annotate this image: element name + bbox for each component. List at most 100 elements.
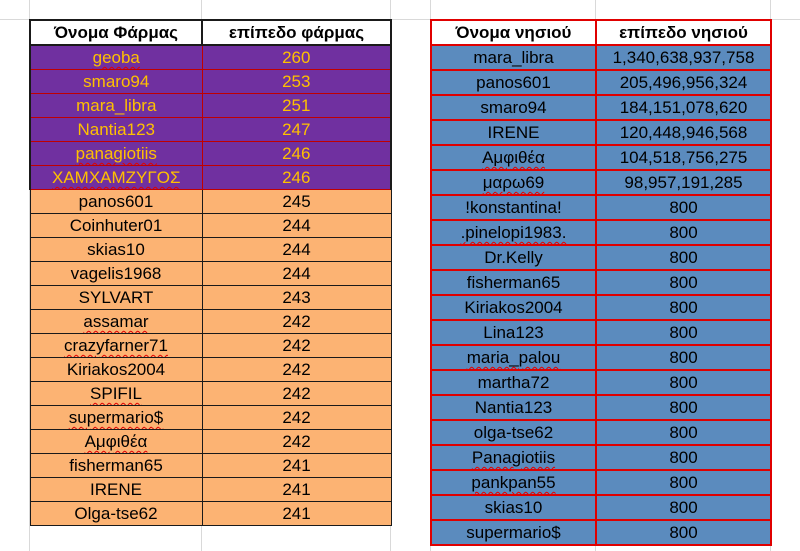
farm-name-cell[interactable]: smaro94 (29, 69, 203, 94)
island-level-cell[interactable]: 800 (595, 519, 772, 546)
island-level-cell[interactable]: 800 (595, 319, 772, 346)
island-level-cell[interactable]: 800 (595, 444, 772, 471)
farm-name-text: ΧΑΜΧΑΜΖΥΓΟΣ (52, 168, 181, 187)
farm-name-cell[interactable]: vagelis1968 (29, 261, 203, 286)
island-name-cell[interactable]: Αμφιθέα (430, 144, 597, 171)
island-name-cell[interactable]: μαρω69 (430, 169, 597, 196)
farm-table-row: Αμφιθέα 242 (29, 429, 392, 454)
island-level-cell[interactable]: 98,957,191,285 (595, 169, 772, 196)
island-level-text: 800 (669, 523, 698, 542)
island-name-cell[interactable]: pankpan55 (430, 469, 597, 496)
island-header-cell[interactable]: Όνομα νησιού (430, 19, 597, 46)
island-table-row: IRENE 120,448,946,568 (430, 119, 772, 146)
farm-name-cell[interactable]: Olga-tse62 (29, 501, 203, 526)
island-level-cell[interactable]: 205,496,956,324 (595, 69, 772, 96)
island-level-cell[interactable]: 104,518,756,275 (595, 144, 772, 171)
island-level-cell[interactable]: 800 (595, 269, 772, 296)
farm-table-row: supermario$ 242 (29, 405, 392, 430)
island-name-cell[interactable]: Nantia123 (430, 394, 597, 421)
island-level-cell[interactable]: 800 (595, 294, 772, 321)
farm-name-cell[interactable]: SPIFIL (29, 381, 203, 406)
island-level-cell[interactable]: 120,448,946,568 (595, 119, 772, 146)
farm-table-row: vagelis1968 244 (29, 261, 392, 286)
farm-level-cell[interactable]: 245 (201, 189, 392, 214)
farm-name-cell[interactable]: mara_libra (29, 93, 203, 118)
island-level-cell[interactable]: 1,340,638,937,758 (595, 44, 772, 71)
island-level-text: 800 (669, 323, 698, 342)
island-level-cell[interactable]: 800 (595, 194, 772, 221)
farm-name-cell[interactable]: geoba (29, 44, 203, 70)
island-name-cell[interactable]: supermario$ (430, 519, 597, 546)
farm-level-cell[interactable]: 241 (201, 501, 392, 526)
island-name-cell[interactable]: olga-tse62 (430, 419, 597, 446)
farm-level-cell[interactable]: 242 (201, 309, 392, 334)
farm-level-cell[interactable]: 246 (201, 141, 392, 166)
farm-header-cell[interactable]: επίπεδο φάρμας (201, 19, 392, 46)
farm-level-cell[interactable]: 241 (201, 477, 392, 502)
farm-level-cell[interactable]: 241 (201, 453, 392, 478)
island-level-cell[interactable]: 800 (595, 394, 772, 421)
island-level-cell[interactable]: 800 (595, 494, 772, 521)
island-name-cell[interactable]: skias10 (430, 494, 597, 521)
farm-level-cell[interactable]: 242 (201, 381, 392, 406)
farm-name-cell[interactable]: skias10 (29, 237, 203, 262)
farm-name-cell[interactable]: Kiriakos2004 (29, 357, 203, 382)
farm-name-cell[interactable]: IRENE (29, 477, 203, 502)
farm-level-cell[interactable]: 243 (201, 285, 392, 310)
farm-level-cell[interactable]: 242 (201, 357, 392, 382)
island-name-text: .pinelopi1983. (460, 223, 567, 242)
farm-name-cell[interactable]: Coinhuter01 (29, 213, 203, 238)
farm-name-cell[interactable]: Nantia123 (29, 117, 203, 142)
farm-level-text: 244 (282, 264, 311, 283)
farm-level-cell[interactable]: 251 (201, 93, 392, 118)
island-name-cell[interactable]: smaro94 (430, 94, 597, 121)
island-level-cell[interactable]: 184,151,078,620 (595, 94, 772, 121)
island-level-cell[interactable]: 800 (595, 469, 772, 496)
farm-name-cell[interactable]: panos601 (29, 189, 203, 214)
farm-name-text: geoba (92, 48, 140, 67)
island-level-cell[interactable]: 800 (595, 344, 772, 371)
island-name-cell[interactable]: martha72 (430, 369, 597, 396)
farm-level-cell[interactable]: 247 (201, 117, 392, 142)
farm-name-cell[interactable]: crazyfarner71 (29, 333, 203, 358)
farm-name-text: mara_libra (76, 96, 157, 115)
farm-level-cell[interactable]: 260 (201, 44, 392, 70)
farm-table-row: Olga-tse62 241 (29, 501, 392, 526)
island-name-cell[interactable]: Panagiotiis (430, 444, 597, 471)
farm-name-cell[interactable]: Αμφιθέα (29, 429, 203, 454)
farm-level-cell[interactable]: 242 (201, 333, 392, 358)
farm-name-cell[interactable]: assamar (29, 309, 203, 334)
island-header-cell[interactable]: επίπεδο νησιού (595, 19, 772, 46)
island-name-cell[interactable]: IRENE (430, 119, 597, 146)
island-level-cell[interactable]: 800 (595, 244, 772, 271)
island-name-cell[interactable]: Kiriakos2004 (430, 294, 597, 321)
island-name-cell[interactable]: .pinelopi1983. (430, 219, 597, 246)
farm-name-cell[interactable]: fisherman65 (29, 453, 203, 478)
island-name-text: martha72 (477, 373, 550, 392)
farm-name-cell[interactable]: SYLVART (29, 285, 203, 310)
farm-level-cell[interactable]: 246 (201, 165, 392, 190)
farm-header-cell[interactable]: Όνομα Φάρμας (29, 19, 203, 46)
island-level-cell[interactable]: 800 (595, 419, 772, 446)
farm-level-cell[interactable]: 253 (201, 69, 392, 94)
island-name-cell[interactable]: !konstantina! (430, 194, 597, 221)
farm-level-cell[interactable]: 244 (201, 237, 392, 262)
farm-name-cell[interactable]: ΧΑΜΧΑΜΖΥΓΟΣ (29, 165, 203, 190)
island-table-row: Αμφιθέα 104,518,756,275 (430, 144, 772, 171)
farm-name-cell[interactable]: supermario$ (29, 405, 203, 430)
farm-level-cell[interactable]: 244 (201, 261, 392, 286)
farm-name-cell[interactable]: panagiotiis (29, 141, 203, 166)
island-name-cell[interactable]: mara_libra (430, 44, 597, 71)
farm-level-cell[interactable]: 242 (201, 405, 392, 430)
island-name-cell[interactable]: fisherman65 (430, 269, 597, 296)
island-name-cell[interactable]: panos601 (430, 69, 597, 96)
farm-level-cell[interactable]: 244 (201, 213, 392, 238)
island-name-cell[interactable]: Dr.Kelly (430, 244, 597, 271)
island-name-cell[interactable]: maria_palou (430, 344, 597, 371)
island-level-cell[interactable]: 800 (595, 369, 772, 396)
farm-level-cell[interactable]: 242 (201, 429, 392, 454)
island-level-cell[interactable]: 800 (595, 219, 772, 246)
farm-name-text: smaro94 (83, 72, 150, 91)
island-name-cell[interactable]: Lina123 (430, 319, 597, 346)
farm-level-text: 242 (282, 384, 311, 403)
